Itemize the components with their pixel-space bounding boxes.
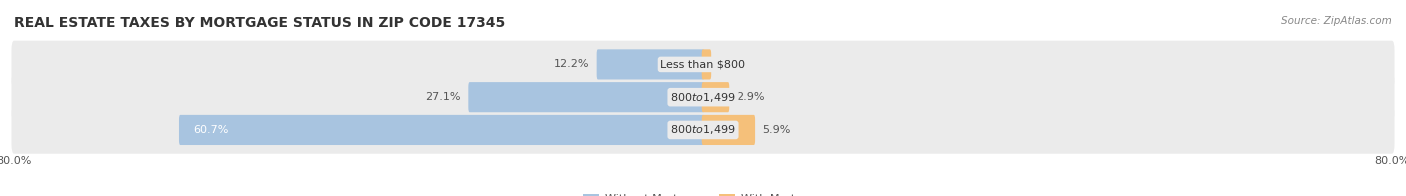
Text: Less than $800: Less than $800 xyxy=(661,59,745,69)
Text: Source: ZipAtlas.com: Source: ZipAtlas.com xyxy=(1281,16,1392,26)
Text: 12.2%: 12.2% xyxy=(554,59,589,69)
Text: 0.8%: 0.8% xyxy=(718,59,747,69)
FancyBboxPatch shape xyxy=(11,41,1395,88)
FancyBboxPatch shape xyxy=(596,49,704,80)
Text: REAL ESTATE TAXES BY MORTGAGE STATUS IN ZIP CODE 17345: REAL ESTATE TAXES BY MORTGAGE STATUS IN … xyxy=(14,16,505,30)
Text: $800 to $1,499: $800 to $1,499 xyxy=(671,123,735,136)
Text: 60.7%: 60.7% xyxy=(193,125,229,135)
FancyBboxPatch shape xyxy=(702,49,711,80)
FancyBboxPatch shape xyxy=(179,115,704,145)
Text: 2.9%: 2.9% xyxy=(737,92,765,102)
FancyBboxPatch shape xyxy=(702,82,730,112)
FancyBboxPatch shape xyxy=(468,82,704,112)
Text: 5.9%: 5.9% xyxy=(762,125,790,135)
FancyBboxPatch shape xyxy=(11,106,1395,154)
FancyBboxPatch shape xyxy=(702,115,755,145)
Text: $800 to $1,499: $800 to $1,499 xyxy=(671,91,735,104)
Legend: Without Mortgage, With Mortgage: Without Mortgage, With Mortgage xyxy=(582,194,824,196)
Text: 27.1%: 27.1% xyxy=(426,92,461,102)
FancyBboxPatch shape xyxy=(11,74,1395,121)
